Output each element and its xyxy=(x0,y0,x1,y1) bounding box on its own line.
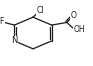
Text: OH: OH xyxy=(74,25,86,34)
Text: N: N xyxy=(11,36,18,45)
Text: O: O xyxy=(70,11,76,20)
Text: F: F xyxy=(0,17,4,26)
Text: Cl: Cl xyxy=(36,6,44,15)
